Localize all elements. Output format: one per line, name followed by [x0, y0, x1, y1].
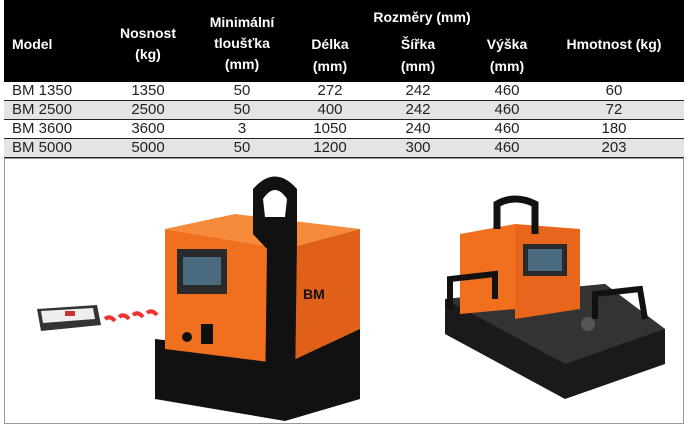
- table-cell: 72: [605, 101, 623, 118]
- remote-control: [37, 305, 159, 331]
- table-cell: 50: [233, 82, 251, 99]
- table-cell: 460: [494, 82, 520, 99]
- table-cell: 240: [405, 120, 431, 137]
- table-cell: 1350: [131, 82, 165, 99]
- column-header: (mm): [489, 58, 525, 74]
- table-row: BM 1350 1350 50 272 242 460 60: [4, 82, 684, 101]
- table-cell: 242: [405, 101, 431, 118]
- table-cell: 50: [233, 101, 251, 118]
- table-cell: 1200: [313, 139, 347, 156]
- table-row: BM 2500 2500 50 400 242 460 72: [4, 101, 684, 120]
- table-cell: 460: [494, 120, 520, 137]
- column-header: tloušťka: [214, 35, 270, 51]
- table-cell: 203: [601, 139, 627, 156]
- column-header: (mm): [224, 56, 260, 72]
- column-header: (kg): [135, 46, 161, 62]
- svg-text:BM: BM: [303, 286, 325, 302]
- table-cell: 180: [601, 120, 627, 137]
- column-header: (mm): [312, 58, 348, 74]
- table-cell: 400: [317, 101, 343, 118]
- column-header: Výška: [486, 36, 528, 52]
- table-cell: BM 2500: [12, 101, 73, 118]
- column-header: (mm): [400, 58, 436, 74]
- magnet-left: BM: [155, 176, 360, 421]
- table-row: BM 5000 5000 50 1200 300 460 203: [4, 139, 684, 158]
- table-cell: 1050: [313, 120, 347, 137]
- table-cell: BM 1350: [12, 82, 73, 99]
- column-header: Minimální: [209, 14, 275, 30]
- column-header: Šířka: [400, 36, 436, 52]
- group-header: Rozměry (mm): [373, 9, 471, 25]
- table-cell: 50: [233, 139, 251, 156]
- table-cell: 300: [405, 139, 431, 156]
- table-cell: 272: [317, 82, 343, 99]
- table-cell: 60: [605, 82, 623, 99]
- column-header: Nosnost: [120, 25, 176, 41]
- column-header: Délka: [311, 36, 349, 52]
- product-images: BM: [4, 158, 684, 424]
- magnet-right: [445, 195, 665, 399]
- table-cell: 460: [494, 139, 520, 156]
- table-cell: BM 3600: [12, 120, 73, 137]
- table-cell: 460: [494, 101, 520, 118]
- table-cell: 3600: [131, 120, 165, 137]
- table-cell: 3: [237, 120, 247, 137]
- table-cell: 5000: [131, 139, 165, 156]
- table-header: Rozměry (mm) Model Nosnost (kg) Minimální tl…: [4, 0, 684, 82]
- table-cell: 242: [405, 82, 431, 99]
- table-row: BM 3600 3600 3 1050 240 460 180: [4, 120, 684, 139]
- table-cell: 2500: [131, 101, 165, 118]
- column-header: Hmotnost (kg): [566, 36, 662, 52]
- column-header: Model: [12, 36, 53, 52]
- table-cell: BM 5000: [12, 139, 73, 156]
